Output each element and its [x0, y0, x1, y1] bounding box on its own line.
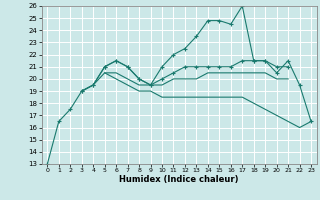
- X-axis label: Humidex (Indice chaleur): Humidex (Indice chaleur): [119, 175, 239, 184]
